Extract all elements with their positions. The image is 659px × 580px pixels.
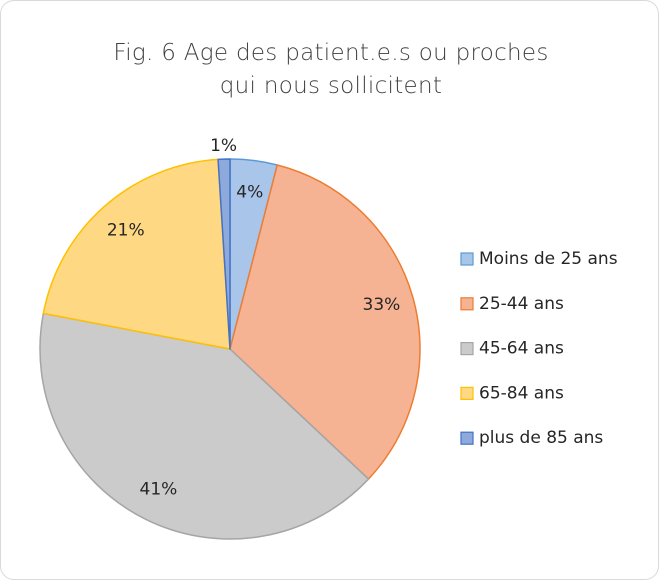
legend-swatch xyxy=(460,297,474,311)
data-label: 21% xyxy=(107,221,145,241)
chart-title: Fig. 6 Age des patient.e.s ou proches qu… xyxy=(113,40,549,99)
legend-label: 65-84 ans xyxy=(479,383,564,403)
data-label: 1% xyxy=(210,136,237,156)
legend-swatch xyxy=(460,252,474,266)
pie-slice xyxy=(42,158,231,350)
legend-label: Moins de 25 ans xyxy=(479,249,618,269)
legend-label: 25-44 ans xyxy=(479,294,564,314)
legend-swatch xyxy=(460,342,474,356)
legend-swatch xyxy=(460,431,474,445)
legend-label: 45-64 ans xyxy=(479,339,564,359)
legend-label: plus de 85 ans xyxy=(479,428,603,448)
legend-swatch xyxy=(460,386,474,400)
data-label: 33% xyxy=(363,295,401,315)
pie-slice xyxy=(217,158,231,350)
pie-slice xyxy=(39,312,370,540)
data-label: 41% xyxy=(140,480,178,500)
pie-slice xyxy=(229,164,421,480)
data-label: 4% xyxy=(236,183,263,203)
